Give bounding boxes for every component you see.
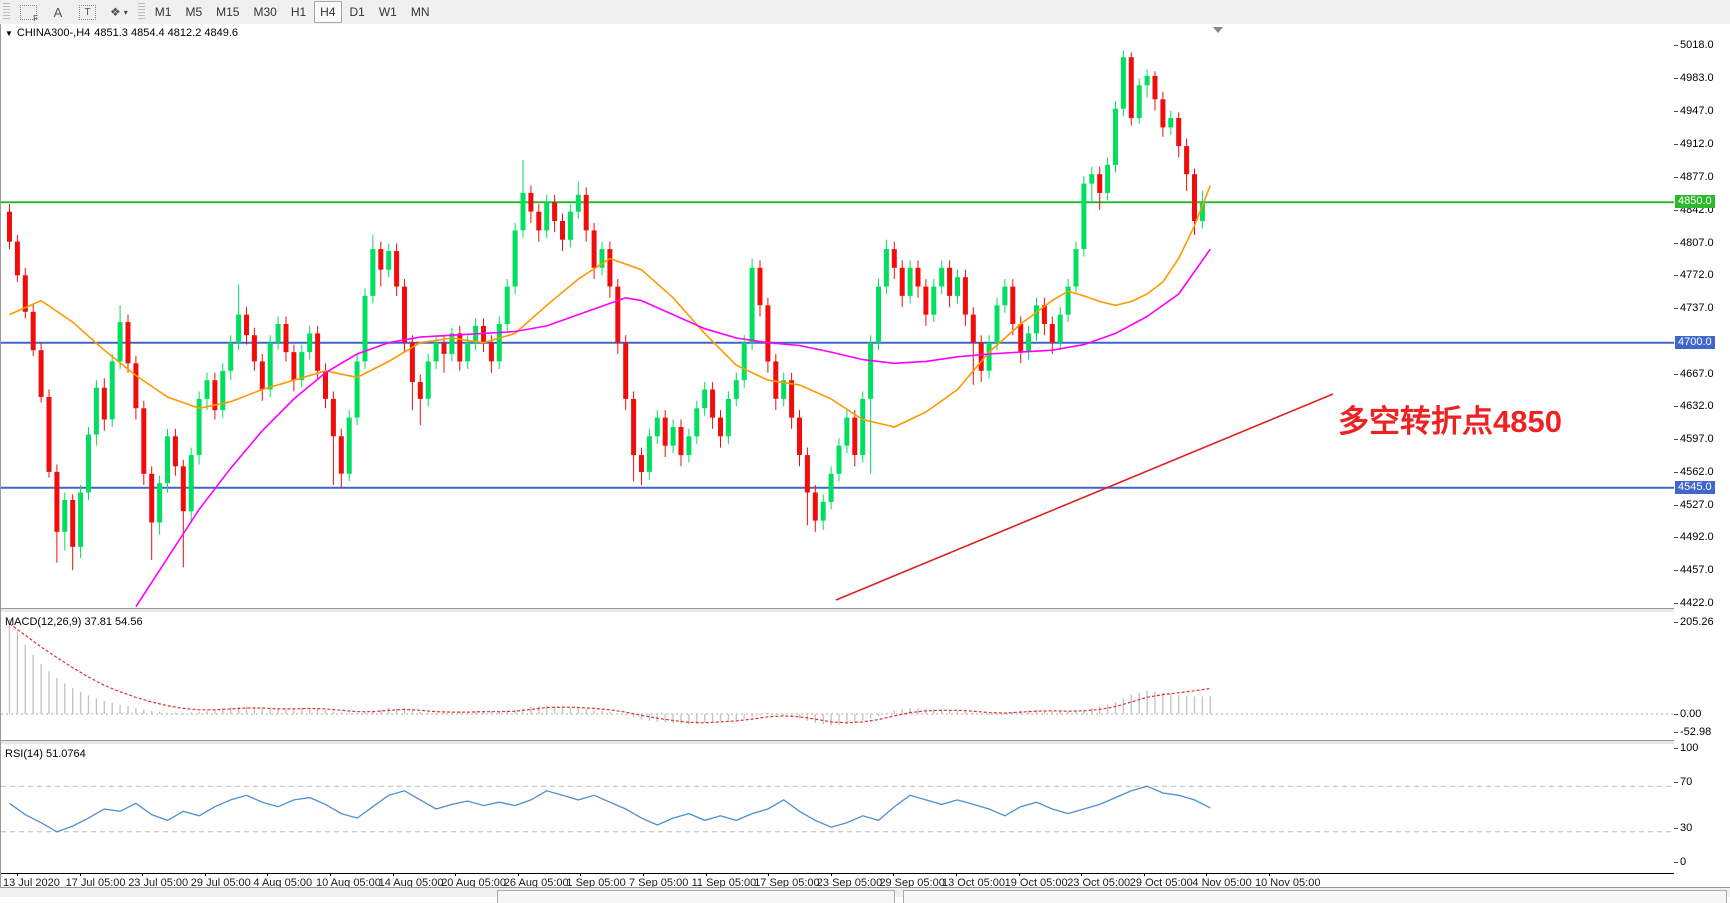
macd-label: MACD(12,26,9) 37.81 54.56 (5, 616, 143, 628)
time-label: 26 Aug 05:00 (503, 873, 569, 889)
pane-splitter-1[interactable] (1, 608, 1675, 613)
ma-fast-line[interactable] (9, 185, 1212, 428)
timeframe-m1[interactable]: M1 (149, 1, 178, 23)
time-label: 11 Sep 05:00 (691, 873, 757, 889)
timeframe-w1[interactable]: W1 (373, 1, 403, 23)
ma-slow-line[interactable] (135, 248, 1211, 608)
macd-histogram (8, 619, 1212, 726)
time-label: 19 Oct 05:00 (1004, 873, 1068, 889)
symbol-dropdown-icon[interactable]: ▼ (5, 28, 13, 38)
time-label: 10 Aug 05:00 (316, 873, 381, 889)
price-badge-4545: 4545.0 (1675, 481, 1715, 494)
price-tick-label: 4632.0 (1674, 400, 1714, 412)
price-tick-label: 4877.0 (1674, 171, 1714, 183)
symbol-title: CHINA300-,H4 (16, 27, 91, 39)
text-tool[interactable]: T (73, 1, 102, 23)
timeframe-m15[interactable]: M15 (210, 1, 245, 23)
rsi-line[interactable] (9, 785, 1211, 833)
price-tick-label: 4562.0 (1674, 466, 1714, 478)
price-tick-label: 4737.0 (1674, 302, 1714, 314)
price-tick-label: 4527.0 (1674, 499, 1714, 511)
time-label: 17 Jul 05:00 (65, 873, 126, 889)
price-tick-label: 4667.0 (1674, 368, 1714, 380)
macd-axis-label: 0.00 (1673, 708, 1702, 720)
price-tick-label: 4457.0 (1674, 564, 1714, 576)
price-tick-label: 4983.0 (1674, 72, 1714, 84)
price-tick-label: 5018.0 (1674, 39, 1714, 51)
arrows-tool[interactable]: ❖ ▾ (104, 1, 134, 23)
time-label: 23 Sep 05:00 (816, 873, 883, 889)
chart-shift-marker[interactable] (1213, 27, 1223, 33)
chinese-annotation-text[interactable]: 多空转折点4850 (1338, 404, 1562, 439)
timeframe-d1[interactable]: D1 (344, 1, 371, 23)
time-label: 29 Sep 05:00 (879, 873, 945, 889)
pane-splitter-2[interactable] (1, 740, 1675, 745)
time-label: 7 Sep 05:00 (629, 873, 689, 889)
price-tick-label: 4912.0 (1674, 138, 1714, 150)
main-chart-pane[interactable]: ▼ CHINA300-,H4 4851.3 4854.4 4812.2 4849… (1, 24, 1675, 608)
price-tick-label: 4422.0 (1674, 597, 1714, 609)
time-label: 13 Jul 2020 (3, 873, 60, 889)
timeframe-h1[interactable]: H1 (285, 1, 312, 23)
rsi-indicator-pane[interactable]: RSI(14) 51.0764 (1, 745, 1675, 873)
time-label: 4 Nov 05:00 (1192, 873, 1252, 889)
timeframe-h4[interactable]: H4 (314, 1, 342, 23)
status-panel-left (497, 890, 895, 903)
macd-axis-label: -52.98 (1673, 726, 1712, 738)
time-label: 20 Aug 05:00 (441, 873, 507, 889)
rsi-axis-label: 70 (1673, 776, 1693, 788)
label-tool[interactable]: A (45, 1, 71, 23)
dropdown-caret-icon[interactable]: ▾ (123, 7, 128, 17)
macd-indicator-pane[interactable]: MACD(12,26,9) 37.81 54.56 (1, 613, 1675, 740)
timeframe-m30[interactable]: M30 (247, 1, 282, 23)
price-tick-label: 4947.0 (1674, 105, 1714, 117)
time-label: 1 Sep 05:00 (566, 873, 626, 889)
rsi-axis-label: 30 (1673, 822, 1693, 834)
time-label: 29 Oct 05:00 (1129, 873, 1193, 889)
toolbar-grip-2[interactable] (137, 3, 145, 21)
symbol-ohlc-values: 4851.3 4854.4 4812.2 4849.6 (94, 27, 239, 39)
fibonacci-tool[interactable]: F (14, 1, 43, 23)
rsi-label: RSI(14) 51.0764 (5, 748, 86, 760)
time-label: 23 Jul 05:00 (128, 873, 189, 889)
time-label: 14 Aug 05:00 (378, 873, 444, 889)
time-label: 10 Nov 05:00 (1255, 873, 1321, 889)
timeframe-mn[interactable]: MN (405, 1, 436, 23)
toolbar-grip[interactable] (3, 3, 10, 21)
time-label: 29 Jul 05:00 (190, 873, 251, 889)
macd-signal-line[interactable] (9, 623, 1211, 724)
macd-axis-label: 205.26 (1674, 616, 1714, 628)
status-panel-right (903, 890, 1727, 903)
price-badge-4700: 4700.0 (1675, 336, 1715, 349)
candles-group (7, 50, 1205, 571)
rsi-axis-label: 100 (1673, 742, 1699, 754)
price-tick-label: 4597.0 (1674, 433, 1714, 445)
symbol-header: ▼ CHINA300-,H4 4851.3 4854.4 4812.2 4849… (5, 27, 238, 39)
top-toolbar: F A T ❖ ▾ M1 M5 M15 M30 H1 H4 D1 W1 MN (0, 0, 1730, 25)
timeframe-m5[interactable]: M5 (179, 1, 208, 23)
price-tick-label: 4807.0 (1674, 237, 1714, 249)
trendline[interactable] (835, 393, 1334, 601)
price-badge-4850: 4850.0 (1675, 195, 1715, 208)
time-label: 4 Aug 05:00 (253, 873, 313, 889)
rsi-axis-label: 0 (1673, 856, 1687, 868)
price-tick-label: 4492.0 (1674, 531, 1714, 543)
price-tick-label: 4772.0 (1674, 269, 1714, 281)
time-label: 13 Oct 05:00 (942, 873, 1005, 889)
time-label: 23 Oct 05:00 (1067, 873, 1131, 889)
time-label: 17 Sep 05:00 (754, 873, 820, 889)
chart-window: ▼ CHINA300-,H4 4851.3 4854.4 4812.2 4849… (0, 24, 1730, 892)
price-axis[interactable]: 5018.0 4983.0 4947.0 4912.0 4877.0 4842.0 4807… (1673, 24, 1730, 887)
